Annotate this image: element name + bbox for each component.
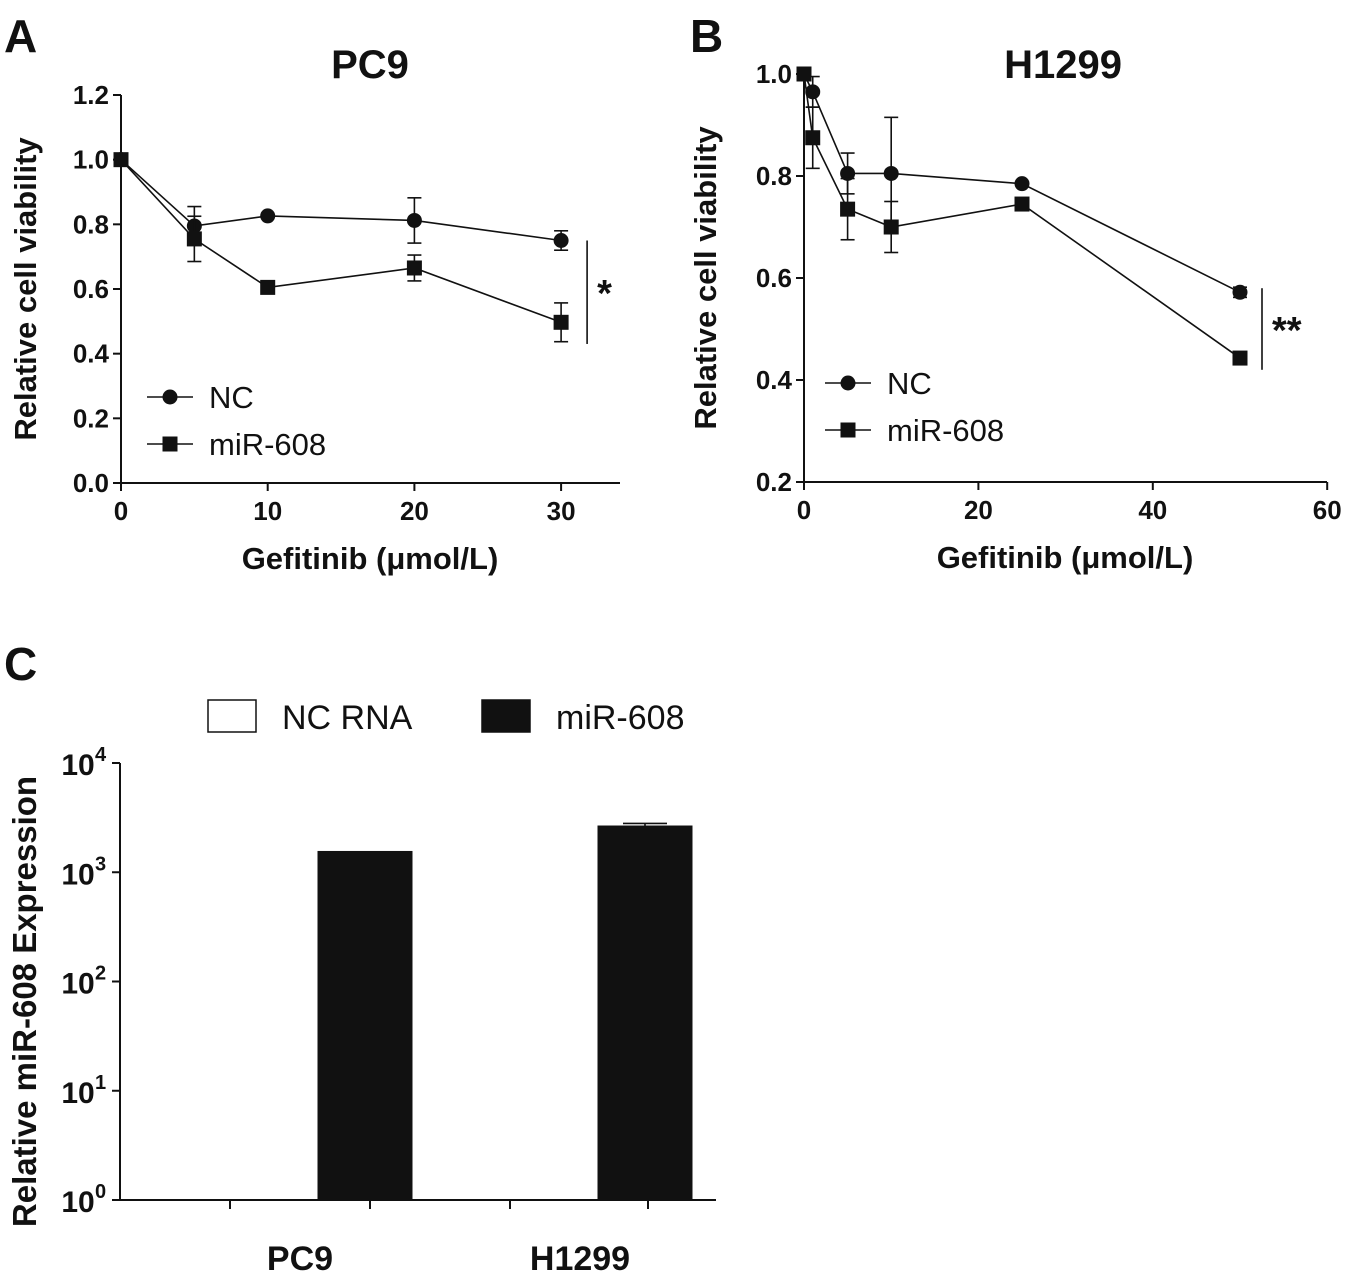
y-tick-base: 10: [61, 968, 94, 1001]
data-point-mir-608: [113, 152, 129, 168]
chart-title: PC9: [331, 43, 409, 87]
data-point-nc: [805, 84, 821, 100]
bar-mir-608: [597, 825, 693, 1201]
y-tick-label: 0.8: [73, 209, 109, 239]
legend-marker-nc: [162, 389, 178, 405]
y-tick-label: 0.4: [73, 339, 110, 369]
y-tick-exponent: 1: [95, 1072, 106, 1094]
legend-swatch-mir-608: [481, 699, 531, 733]
y-tick-label: 0.6: [756, 263, 792, 293]
significance-label: **: [1272, 310, 1302, 352]
x-tick-label: 30: [547, 496, 576, 526]
y-tick-exponent: 4: [95, 744, 107, 766]
x-tick-label: 10: [253, 496, 282, 526]
y-tick-exponent: 0: [95, 1181, 106, 1203]
data-point-nc: [1232, 284, 1248, 300]
significance-label: *: [597, 273, 612, 315]
y-axis-label: Relative cell viability: [8, 137, 43, 441]
bar-mir-608: [317, 850, 413, 1201]
data-point-nc: [260, 208, 276, 224]
data-point-nc: [553, 233, 569, 248]
x-tick-label: 40: [1138, 495, 1167, 525]
data-point-mir-608: [840, 201, 856, 217]
data-point-mir-608: [186, 231, 202, 247]
data-point-mir-608: [883, 219, 899, 235]
y-tick-label: 0.4: [756, 365, 793, 395]
y-tick-label: 0.0: [73, 468, 109, 498]
panel-c-letter: C: [4, 638, 37, 690]
y-axis-label: Relative miR-608 Expression: [6, 776, 43, 1227]
y-tick-base: 10: [61, 858, 94, 891]
y-tick-exponent: 2: [95, 963, 106, 985]
legend-label: NC: [209, 380, 254, 415]
legend-marker-mir-608: [840, 422, 856, 438]
series-line-nc: [120, 159, 562, 242]
x-tick-label: 20: [400, 496, 429, 526]
legend-swatch-nc-rna: [207, 699, 257, 733]
legend-label: miR-608: [209, 427, 326, 462]
data-point-mir-608: [796, 66, 812, 82]
data-point-mir-608: [805, 130, 821, 146]
x-tick-label: 60: [1313, 495, 1342, 525]
y-tick-base: 10: [61, 749, 94, 782]
data-point-mir-608: [260, 279, 276, 295]
x-tick-label: 0: [114, 496, 128, 526]
y-axis-label: Relative cell viability: [688, 126, 723, 430]
x-tick-label: 0: [797, 495, 811, 525]
legend-marker-mir-608: [162, 436, 178, 452]
y-tick-label: 1.0: [756, 59, 792, 89]
data-point-nc: [1014, 176, 1030, 192]
series-line-mir-608: [803, 73, 1241, 359]
data-point-nc: [883, 165, 899, 181]
legend-label: miR-608: [556, 699, 684, 737]
y-tick-label: 0.8: [756, 161, 792, 191]
x-axis-label: Gefitinib (μmol/L): [937, 540, 1194, 575]
data-point-nc: [406, 212, 422, 228]
data-point-mir-608: [1232, 350, 1248, 366]
panel-b-letter: B: [690, 10, 723, 62]
y-tick-base: 10: [61, 1077, 94, 1110]
y-tick-exponent: 3: [95, 853, 106, 875]
legend-marker-nc: [840, 375, 856, 391]
panel-a-letter: A: [4, 10, 37, 62]
y-tick-label: 0.2: [756, 467, 792, 497]
data-point-mir-608: [553, 314, 569, 330]
x-category-label: H1299: [530, 1240, 630, 1278]
y-tick-label: 1.2: [73, 80, 109, 110]
chart-title: H1299: [1004, 43, 1122, 87]
y-tick-label: 0.2: [73, 403, 109, 433]
x-tick-label: 20: [964, 495, 993, 525]
y-tick-label: 0.6: [73, 274, 109, 304]
legend-label: miR-608: [887, 413, 1004, 448]
chart-pc9-viability: PC9 0.0 0.2 0.4 0.6 0.8 1.0 1.2 0 10 20 30 Gefitinib…: [8, 43, 620, 576]
chart-h1299-viability: H1299 0.2 0.4 0.6 0.8 1.0 0 20 40 60 Gefitinib (μm…: [688, 43, 1342, 575]
data-point-mir-608: [406, 260, 422, 276]
y-tick-label: 1.0: [73, 145, 109, 175]
x-axis-label: Gefitinib (μmol/L): [242, 541, 499, 576]
data-point-nc: [840, 165, 856, 181]
x-category-label: PC9: [267, 1240, 333, 1278]
data-point-mir-608: [1014, 196, 1030, 212]
y-tick-base: 10: [61, 1186, 94, 1219]
legend-label: NC RNA: [282, 699, 413, 737]
legend-label: NC: [887, 366, 932, 401]
